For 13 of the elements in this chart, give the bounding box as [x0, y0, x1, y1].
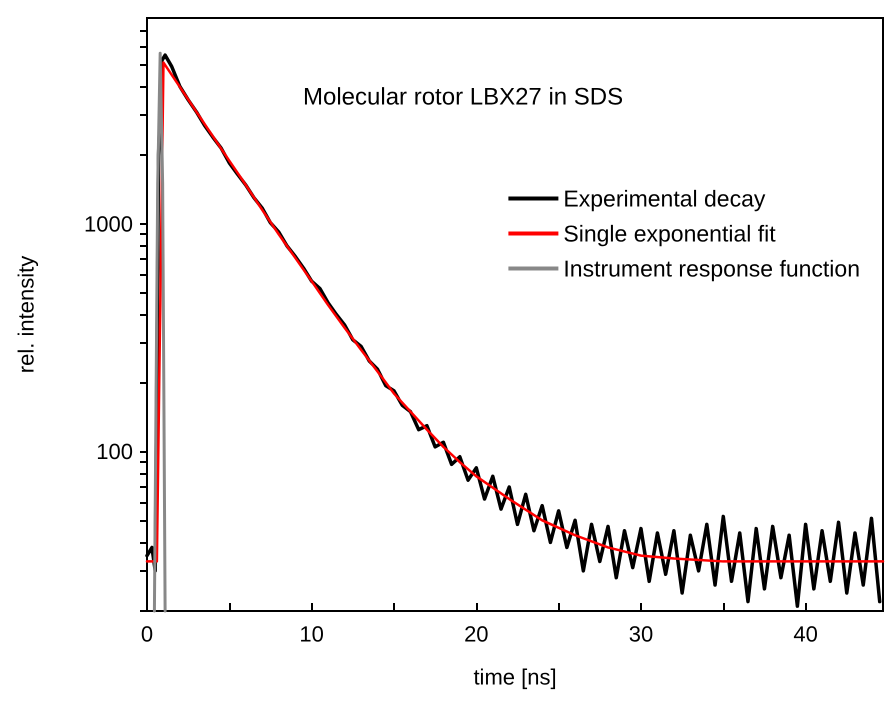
x-axis-title: time [ns] [473, 664, 557, 690]
x-tick-label: 40 [793, 622, 818, 646]
y-tick-label: 1000 [84, 211, 133, 236]
legend-label: Single exponential fit [563, 220, 776, 246]
text: Molecular rotor LBX27 in SDS [303, 84, 624, 110]
legend-label: Instrument response function [563, 256, 860, 282]
x-tick-label: 20 [464, 622, 489, 646]
x-tick-label: 30 [628, 622, 654, 646]
y-tick-label: 100 [96, 439, 133, 464]
y-axis-title: rel. intensity [14, 256, 38, 374]
legend-label: Experimental decay [563, 186, 766, 212]
x-tick-label: 10 [299, 622, 324, 646]
x-tick-label: 0 [140, 622, 154, 646]
